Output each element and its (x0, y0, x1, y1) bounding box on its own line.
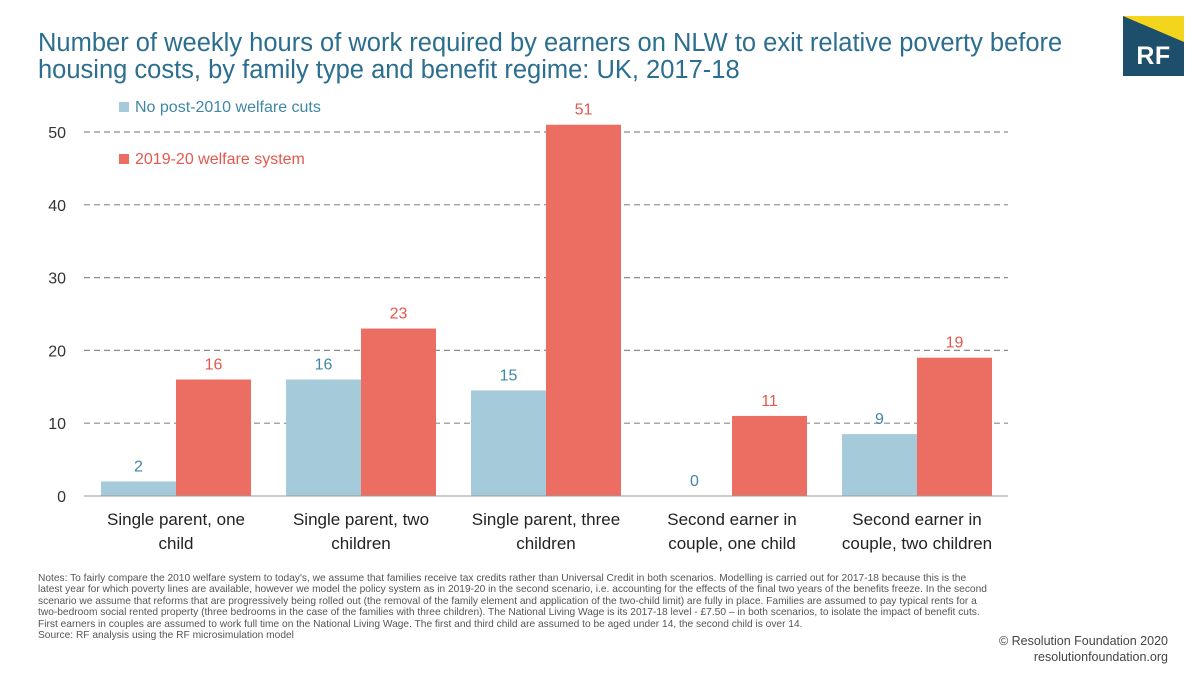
x-tick-label: children (331, 534, 391, 553)
rf-logo: RF (1123, 16, 1184, 76)
x-tick-label: Single parent, one (107, 510, 245, 529)
x-tick-label: children (516, 534, 576, 553)
bar-2019-20-4 (917, 357, 992, 496)
x-tick-label: Single parent, three (472, 510, 620, 529)
y-tick-label: 50 (48, 125, 66, 142)
data-label: 11 (761, 393, 778, 410)
website-link[interactable]: resolutionfoundation.org (1033, 650, 1168, 664)
bar-no-cuts-2 (471, 390, 546, 496)
data-label: 16 (205, 357, 223, 374)
legend-swatch (119, 102, 129, 112)
copyright-block: © Resolution Foundation 2020 resolutionf… (999, 633, 1168, 665)
bar-2019-20-0 (176, 379, 251, 496)
y-tick-label: 40 (48, 198, 66, 215)
bar-2019-20-1 (361, 328, 436, 496)
bar-no-cuts-4 (842, 434, 917, 496)
y-tick-label: 0 (57, 489, 66, 506)
x-tick-label: Single parent, two (293, 510, 429, 529)
source-text: Source: RF analysis using the RF microsi… (38, 630, 294, 642)
bar-2019-20-2 (546, 124, 621, 496)
legend-label: No post-2010 welfare cuts (135, 99, 321, 116)
data-label: 0 (690, 473, 699, 490)
chart-notes: Notes: To fairly compare the 2010 welfar… (38, 573, 993, 641)
bar-chart: 0 10 20 30 40 50 2 16 15 0 9 16 23 51 11 19 Single paren… (48, 99, 1008, 553)
x-tick-label: Second earner in (667, 510, 796, 529)
data-label: 16 (315, 357, 333, 374)
notes-text: Notes: To fairly compare the 2010 welfar… (38, 573, 987, 630)
chart-title: Number of weekly hours of work required … (38, 29, 1063, 84)
bar-2019-20-3 (732, 415, 807, 496)
x-tick-label: couple, two children (842, 534, 992, 553)
y-tick-label: 30 (48, 271, 66, 288)
logo-corner (1123, 16, 1184, 42)
data-label: 19 (946, 335, 964, 352)
legend-swatch (119, 154, 129, 164)
y-tick-label: 10 (48, 416, 66, 433)
bar-no-cuts-0 (101, 481, 176, 496)
x-tick-label: couple, one child (668, 534, 796, 553)
y-tick-label: 20 (48, 343, 66, 360)
data-label: 2 (134, 458, 143, 475)
x-tick-label: Second earner in (852, 510, 981, 529)
x-tick-label: child (159, 534, 194, 553)
copyright-text: © Resolution Foundation 2020 (998, 634, 1168, 648)
data-label: 15 (500, 367, 518, 384)
data-label: 51 (575, 102, 593, 119)
data-label: 23 (390, 306, 408, 323)
legend-label: 2019-20 welfare system (135, 151, 305, 168)
data-label: 9 (875, 411, 884, 428)
bar-no-cuts-1 (286, 379, 361, 496)
logo-text: RF (1136, 42, 1171, 70)
